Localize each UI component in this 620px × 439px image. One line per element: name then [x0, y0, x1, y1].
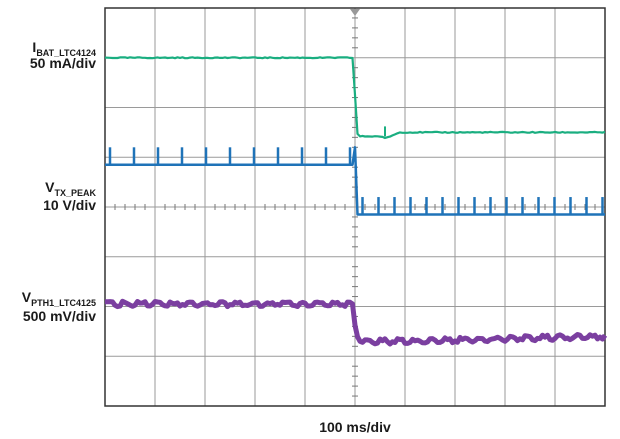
- vpth-scale: 500 mV/div: [23, 308, 96, 324]
- vpth-line: [104, 298, 608, 347]
- ibat-scale: 50 mA/div: [30, 55, 96, 71]
- vpth-trace: [104, 298, 608, 347]
- trigger-marker: [350, 9, 360, 16]
- x-axis-scale: 100 ms/div: [319, 419, 391, 435]
- vtx-label: VTX_PEAK: [45, 179, 96, 198]
- ibat-line: [104, 56, 606, 140]
- vtx-trace: [105, 146, 605, 216]
- scope-traces: [104, 56, 608, 347]
- vtx-line: [105, 146, 605, 216]
- grid-border: [104, 7, 606, 407]
- scope-grid: [104, 7, 606, 407]
- vpth-label: VPTH1_LTC4125: [22, 289, 96, 308]
- ibat-label: IBAT_LTC4124: [32, 39, 96, 58]
- vtx-scale: 10 V/div: [43, 197, 96, 213]
- ibat-trace: [104, 56, 606, 140]
